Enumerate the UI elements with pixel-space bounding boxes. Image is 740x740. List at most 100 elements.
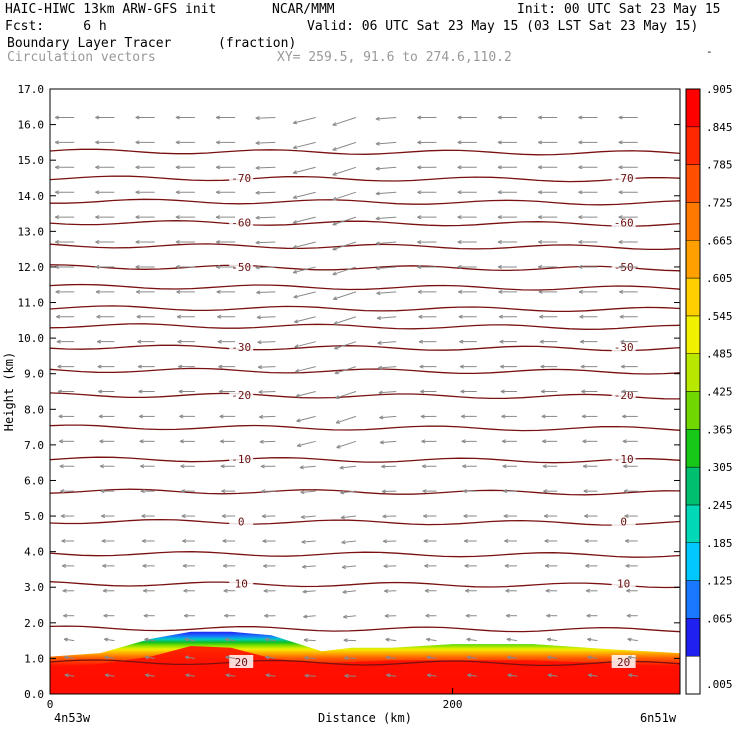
temperature-contour <box>49 551 681 558</box>
wind-vector <box>540 364 558 369</box>
wind-vector <box>179 439 195 444</box>
temperature-contour <box>50 198 681 206</box>
wind-vector <box>618 165 638 170</box>
wind-vector <box>457 240 477 245</box>
wind-vector <box>618 215 638 220</box>
wind-vector <box>547 673 558 678</box>
wind-vector <box>64 655 75 660</box>
wind-vector <box>54 165 75 170</box>
wind-vector <box>540 389 558 394</box>
wind-vector <box>383 564 397 569</box>
wind-vector <box>341 540 356 545</box>
wind-vector <box>463 514 477 519</box>
colorbar-label: .065 <box>706 612 733 625</box>
wind-vector <box>135 190 155 195</box>
wind-vector <box>256 290 276 295</box>
wind-vector <box>587 673 598 678</box>
wind-vector <box>376 291 397 296</box>
wind-vector <box>99 439 115 444</box>
forecast-hour: Fcst: 6 h <box>5 19 107 34</box>
wind-vector <box>57 389 75 394</box>
wind-vector <box>294 341 316 349</box>
wind-vector <box>332 216 357 226</box>
institution-label: NCAR/MMM <box>272 2 335 17</box>
y-tick-label: 13.0 <box>18 225 45 238</box>
wind-vector <box>95 190 115 195</box>
wind-vector <box>375 166 397 171</box>
wind-vector <box>417 264 437 270</box>
wind-vector <box>332 241 357 251</box>
wind-vector <box>499 339 517 344</box>
contour-label: 0 <box>620 515 627 528</box>
y-tick-label: 16.0 <box>18 119 45 132</box>
contour-label: -60 <box>614 216 634 229</box>
wind-vector <box>256 315 276 320</box>
wind-vector <box>175 115 195 120</box>
colorbar-swatch <box>685 655 701 695</box>
temperature-contour: -20 -20 <box>49 388 681 402</box>
wind-vector <box>545 563 558 568</box>
contour-label: -70 <box>231 172 251 185</box>
colorbar-label: - <box>706 45 713 58</box>
wind-vector <box>181 514 195 519</box>
wind-vector <box>421 439 437 444</box>
wind-vector <box>95 215 115 220</box>
wind-vector <box>215 264 236 269</box>
temperature-contour: -10 -10 <box>49 452 681 466</box>
wind-vector <box>583 489 598 494</box>
wind-vector <box>377 340 397 345</box>
x-end-label: 6n51w <box>640 711 677 725</box>
wind-vector <box>261 514 276 519</box>
tracer-core <box>50 645 680 694</box>
colorbar-label: .245 <box>706 499 733 512</box>
wind-vector <box>578 115 598 120</box>
wind-vector <box>258 389 276 395</box>
colorbar-label: .605 <box>706 272 733 285</box>
y-tick-label: 10.0 <box>18 332 45 345</box>
wind-vector <box>619 314 638 319</box>
wind-vector <box>505 613 517 618</box>
temperature-contour: -70 -70 <box>49 170 681 185</box>
wind-vector <box>343 638 356 643</box>
contour-label: -20 <box>614 389 634 402</box>
field-units: (fraction) <box>218 36 297 51</box>
wind-vector <box>457 190 477 195</box>
wind-vector <box>417 165 437 170</box>
wind-vector <box>504 563 517 568</box>
contour-label: -30 <box>614 341 634 354</box>
wind-vector <box>618 140 638 145</box>
temperature-contour <box>49 243 681 251</box>
wind-vector <box>579 314 598 319</box>
wind-vector <box>379 440 397 445</box>
wind-vector <box>175 264 195 269</box>
wind-vector <box>538 289 558 294</box>
wind-vector <box>543 514 558 519</box>
wind-vector <box>582 439 598 444</box>
field-name: Boundary Layer Tracer <box>7 36 172 51</box>
wind-vector <box>458 314 477 319</box>
wind-vector <box>102 563 115 568</box>
y-tick-label: 6.0 <box>24 474 44 487</box>
wind-vector <box>620 364 638 369</box>
wind-vector <box>501 414 517 419</box>
wind-vector <box>175 215 195 220</box>
wind-vector <box>417 215 437 220</box>
wind-vector <box>140 464 155 469</box>
wind-vector <box>542 439 558 444</box>
wind-vector <box>259 414 276 419</box>
colorbar-label: .185 <box>706 537 733 550</box>
wind-vector <box>293 291 316 299</box>
wind-vector <box>543 489 558 494</box>
wind-vector <box>54 140 75 145</box>
colorbar-swatch <box>685 353 701 392</box>
wind-vector <box>497 264 517 269</box>
y-tick-label: 11.0 <box>18 297 45 310</box>
x-tick-label: 200 <box>443 698 463 711</box>
colorbar-frame <box>685 88 701 695</box>
wind-vector <box>301 539 316 544</box>
wind-vector <box>215 215 236 220</box>
wind-vector <box>618 190 638 195</box>
wind-vector <box>98 414 115 419</box>
